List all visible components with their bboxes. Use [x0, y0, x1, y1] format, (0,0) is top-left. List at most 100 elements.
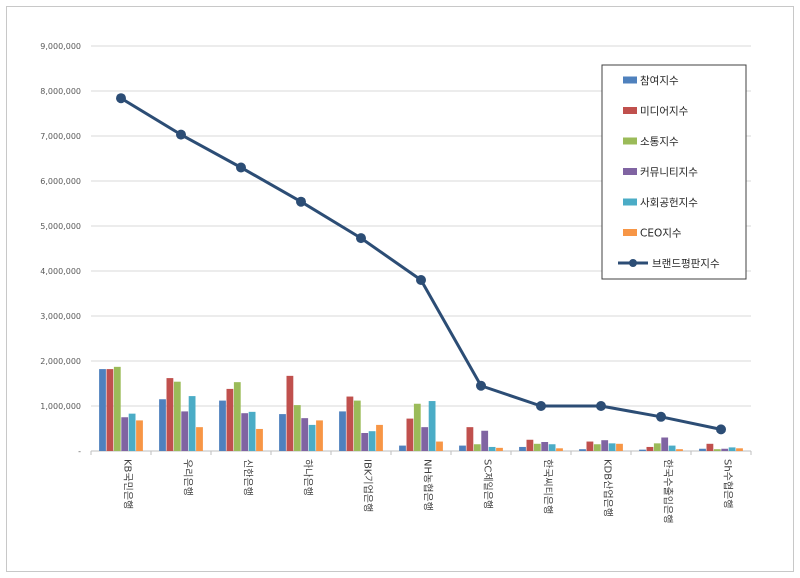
legend-label: 소통지수	[640, 136, 679, 148]
gridlines	[91, 45, 751, 452]
y-tick-label: 8,000,000	[40, 87, 81, 96]
x-tick-label: KDB산업은행	[602, 459, 615, 517]
bar	[136, 420, 143, 451]
bar	[728, 447, 736, 451]
legend-swatch	[623, 168, 637, 175]
bar	[526, 439, 534, 451]
legend-swatch	[623, 107, 637, 114]
bar	[699, 448, 706, 451]
y-tick-label: 3,000,000	[40, 312, 81, 321]
bar	[496, 447, 503, 451]
bar	[436, 441, 443, 451]
bar	[188, 396, 196, 451]
bar	[586, 441, 594, 451]
bar	[128, 413, 136, 451]
line-point	[656, 411, 666, 422]
legend-marker-swatch	[629, 259, 637, 267]
x-tick-label: NH농협은행	[422, 459, 435, 511]
bar	[428, 401, 436, 451]
line-point	[176, 129, 186, 140]
bar	[226, 388, 234, 451]
bar	[293, 405, 301, 451]
chart-frame: - 1,000,000 2,000,000 3,000,000 4,000,000 5,0…	[6, 6, 794, 572]
bar	[99, 369, 106, 451]
bar	[121, 417, 129, 451]
bar	[593, 444, 601, 451]
x-tick-label: 한국수출입은행	[662, 459, 675, 523]
bar	[676, 449, 683, 451]
line-series	[116, 93, 726, 435]
x-tick-label: 하나은행	[302, 459, 315, 496]
legend-label: 사회공헌지수	[640, 197, 698, 209]
line-point	[296, 196, 306, 207]
bar	[646, 446, 654, 451]
bar	[113, 366, 121, 451]
bar	[466, 427, 474, 451]
x-tick-label: Sh수협은행	[722, 459, 735, 509]
bar	[533, 443, 541, 451]
bar	[248, 411, 256, 451]
bar	[713, 449, 721, 451]
x-tick-label: KB국민은행	[122, 459, 134, 509]
bar	[286, 375, 294, 451]
y-tick-label: 6,000,000	[40, 177, 81, 186]
bar	[106, 369, 114, 451]
bar	[399, 445, 406, 451]
legend-label: CEO지수	[640, 228, 682, 240]
line-point	[716, 424, 726, 435]
bar	[316, 420, 323, 451]
line-point	[416, 275, 426, 285]
line-point	[536, 401, 546, 411]
bar	[541, 442, 549, 451]
y-tick-label: 5,000,000	[40, 222, 81, 231]
bar	[608, 443, 616, 451]
bar	[668, 445, 676, 451]
bar	[196, 427, 203, 451]
bar	[721, 448, 729, 451]
bar	[413, 403, 421, 451]
y-tick-label: 9,000,000	[40, 42, 81, 51]
bar	[233, 382, 241, 451]
bar	[519, 446, 526, 451]
legend-swatch	[623, 76, 637, 84]
bar	[159, 399, 166, 451]
line-point	[236, 162, 246, 173]
legend-swatch	[623, 198, 637, 206]
x-tick-label: 신한은행	[242, 459, 254, 496]
x-tick-label: SC제일은행	[482, 459, 494, 509]
bar	[488, 446, 496, 451]
y-tick-label: 1,000,000	[40, 402, 81, 411]
x-tick-label: IBK기업은행	[362, 459, 375, 512]
bar	[706, 443, 714, 451]
bar	[601, 440, 609, 451]
x-tick-label: 한국씨티은행	[542, 459, 554, 514]
bar	[368, 431, 376, 451]
line-point	[476, 380, 486, 391]
bar	[361, 433, 369, 451]
legend-swatch	[623, 137, 637, 145]
bar	[181, 411, 189, 451]
bar	[339, 411, 346, 451]
bar	[548, 444, 556, 451]
bar	[219, 400, 226, 451]
bar-series	[99, 366, 743, 451]
bar	[173, 381, 181, 451]
bar	[653, 443, 661, 451]
bar	[376, 424, 383, 451]
line-point	[596, 401, 606, 411]
bar	[661, 437, 669, 451]
legend-label: 미디어지수	[640, 106, 689, 118]
y-axis: - 1,000,000 2,000,000 3,000,000 4,000,000 5,0…	[40, 42, 81, 456]
bar	[346, 396, 354, 451]
y-tick-label: 7,000,000	[40, 132, 81, 141]
bar	[301, 418, 309, 451]
bar	[473, 444, 481, 451]
x-axis: KB국민은행 우리은행 신한은행 하나은행 IBK기업은행 NH농협은행 SC제일은행 한국씨…	[90, 451, 752, 523]
legend-label: 브랜드평판지수	[652, 258, 720, 270]
bar	[579, 449, 586, 451]
x-tick-label: 우리은행	[182, 459, 194, 496]
bar	[256, 428, 263, 451]
legend-swatch	[623, 229, 637, 236]
legend-label: 커뮤니티지수	[640, 167, 698, 179]
